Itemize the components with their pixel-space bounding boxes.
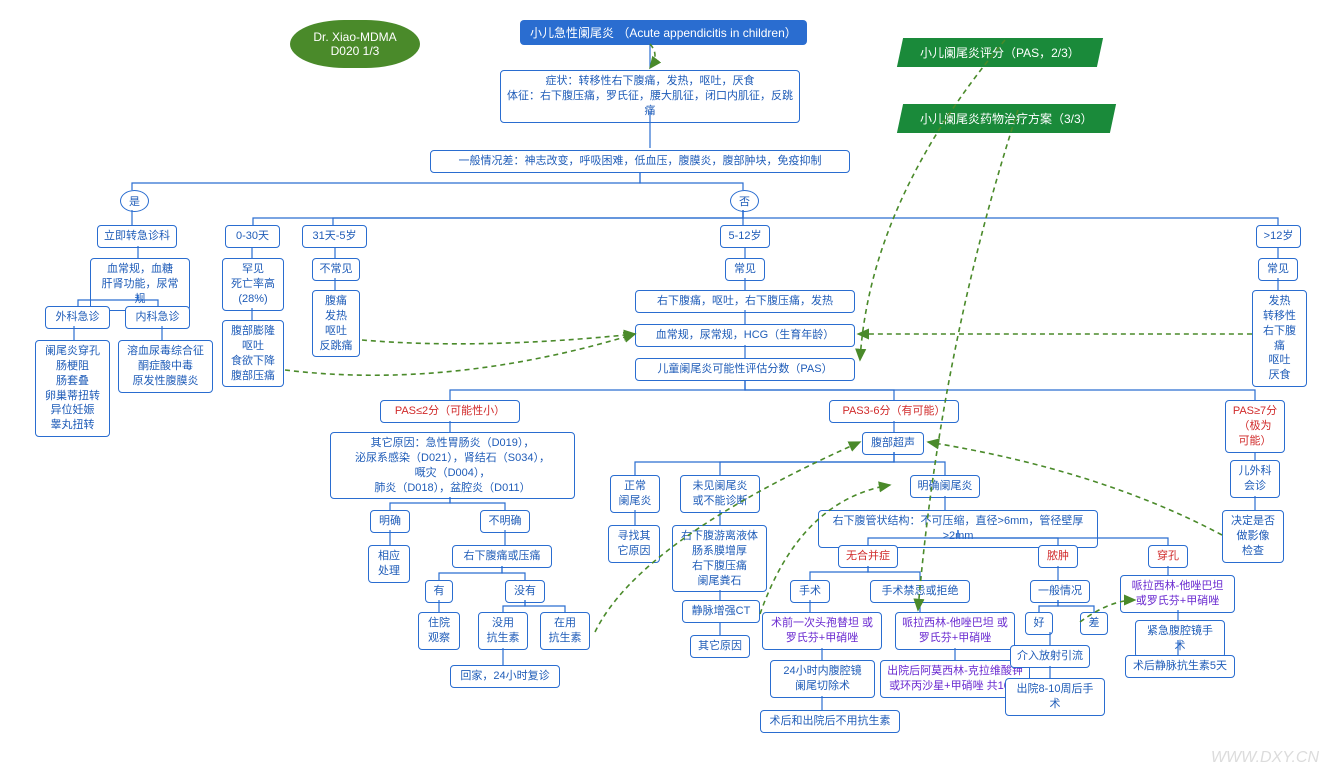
lap-24h: 24小时内腹腔镜 阑尾切除术 — [770, 660, 875, 698]
age-5-12: 5-12岁 — [720, 225, 770, 248]
pas-score: 儿童阑尾炎可能性评估分数（PAS） — [635, 358, 855, 381]
drainage: 介入放射引流 — [1010, 645, 1090, 668]
perforation: 穿孔 — [1148, 545, 1188, 568]
surgery-contra: 手术禁忌或拒绝 — [870, 580, 970, 603]
pas-low: PAS≤2分（可能性小） — [380, 400, 520, 423]
no-antibiotics: 没用 抗生素 — [478, 612, 528, 650]
age-31d-5y: 31天-5岁 — [302, 225, 367, 248]
handle-accordingly: 相应 处理 — [368, 545, 410, 583]
medicine-consult: 内科急诊 — [125, 306, 190, 329]
diagnosis-unclear: 不明确 — [480, 510, 530, 533]
age-0-30-sx: 腹部膨隆 呕吐 食欲下降 腹部压痛 — [222, 320, 284, 387]
other-causes: 其它原因：急性胃肠炎（D019）， 泌尿系感染（D021），肾结石（S034），… — [330, 432, 575, 499]
pain-yes: 有 — [425, 580, 453, 603]
emergency-lap: 紧急腹腔镜手术 — [1135, 620, 1225, 658]
goto-emergency: 立即转急诊科 — [97, 225, 177, 248]
symptoms-box: 症状：转移性右下腹痛，发热，呕吐，厌食 体征：右下腹压痛，罗氏征，腰大肌征，闭口… — [500, 70, 800, 123]
confirmed-appendicitis: 明确阑尾炎 — [910, 475, 980, 498]
diagnosis-clear: 明确 — [370, 510, 410, 533]
abscess: 脓肿 — [1038, 545, 1078, 568]
age-0-30: 0-30天 — [225, 225, 280, 248]
perf-abx: 哌拉西林-他唑巴坦 或罗氏芬+甲硝唑 — [1120, 575, 1235, 613]
surgery-8-10w: 出院8-10周后手术 — [1005, 678, 1105, 716]
link-treatment[interactable]: 小儿阑尾炎药物治疗方案（3/3） — [897, 104, 1116, 133]
surgery-dx-list: 阑尾炎穿孔 肠梗阻 肠套叠 卵巢蒂扭转 异位妊娠 睾丸扭转 — [35, 340, 110, 437]
title-pill: 小儿急性阑尾炎 （Acute appendicitis in children） — [520, 20, 807, 45]
decide-imaging: 决定是否 做影像 检查 — [1222, 510, 1284, 563]
on-antibiotics: 在用 抗生素 — [540, 612, 590, 650]
age-gt-12-common: 常见 — [1258, 258, 1298, 281]
medicine-dx-list: 溶血尿毒综合征 酮症酸中毒 原发性腹膜炎 — [118, 340, 213, 393]
poor-condition-box: 一般情况差：神志改变，呼吸困难，低血压，腹膜炎，腹部肿块，免疫抑制 — [430, 150, 850, 173]
cond-good: 好 — [1025, 612, 1053, 635]
us-normal: 正常 阑尾炎 — [610, 475, 660, 513]
surgery-consult: 外科急诊 — [45, 306, 110, 329]
cond-bad: 差 — [1080, 612, 1108, 635]
preop-abx: 术前一次头孢替坦 或 罗氏芬+甲硝唑 — [762, 612, 882, 650]
general-condition: 一般情况 — [1030, 580, 1090, 603]
admit-observe: 住院 观察 — [418, 612, 460, 650]
us-fluid: 右下腹游离液体 肠系膜增厚 右下腹压痛 阑尾粪石 — [672, 525, 767, 592]
author-cloud: Dr. Xiao-MDMA D020 1/3 — [290, 20, 420, 68]
age-31d-5y-uncommon: 不常见 — [312, 258, 360, 281]
age-31d-5y-sx: 腹痛 发热 呕吐 反跳痛 — [312, 290, 360, 357]
nonop-abx: 哌拉西林-他唑巴坦 或 罗氏芬+甲硝唑 — [895, 612, 1015, 650]
age-0-30-rare: 罕见 死亡率高 (28%) — [222, 258, 284, 311]
age-gt-12: >12岁 — [1256, 225, 1301, 248]
home-24h: 回家，24小时复诊 — [450, 665, 560, 688]
find-other-cause: 寻找其 它原因 — [608, 525, 660, 563]
yes-branch: 是 — [120, 190, 149, 212]
age-5-12-sx: 右下腹痛，呕吐，右下腹压痛，发热 — [635, 290, 855, 313]
pas-mid: PAS3-6分（有可能） — [829, 400, 959, 423]
watermark: WWW.DXY.CN — [1211, 749, 1319, 767]
ct-enhanced: 静脉增强CT — [682, 600, 760, 623]
labs-emergency: 血常规，血糖 肝肾功能，尿常规 — [90, 258, 190, 311]
surgery: 手术 — [790, 580, 830, 603]
no-postop-abx: 术后和出院后不用抗生素 — [760, 710, 900, 733]
age-5-12-common: 常见 — [725, 258, 765, 281]
ultrasound: 腹部超声 — [862, 432, 924, 455]
iv-abx-5d: 术后静脉抗生素5天 — [1125, 655, 1235, 678]
labs-routine: 血常规，尿常规，HCG（生育年龄） — [635, 324, 855, 347]
no-branch: 否 — [730, 190, 759, 212]
no-complication: 无合并症 — [838, 545, 898, 568]
us-not-seen: 未见阑尾炎 或不能诊断 — [680, 475, 760, 513]
us-tube-structure: 右下腹管状结构：不可压缩，直径>6mm，管径壁厚>2mm — [818, 510, 1098, 548]
ct-other-cause: 其它原因 — [690, 635, 750, 658]
pas-high: PAS≥7分 （极为 可能） — [1225, 400, 1285, 453]
link-pas[interactable]: 小儿阑尾炎评分（PAS，2/3） — [897, 38, 1103, 67]
ped-surgery-consult: 儿外科 会诊 — [1230, 460, 1280, 498]
rlq-pain: 右下腹痛或压痛 — [452, 545, 552, 568]
pain-no: 没有 — [505, 580, 545, 603]
age-gt-12-sx: 发热 转移性 右下腹痛 呕吐 厌食 — [1252, 290, 1307, 387]
